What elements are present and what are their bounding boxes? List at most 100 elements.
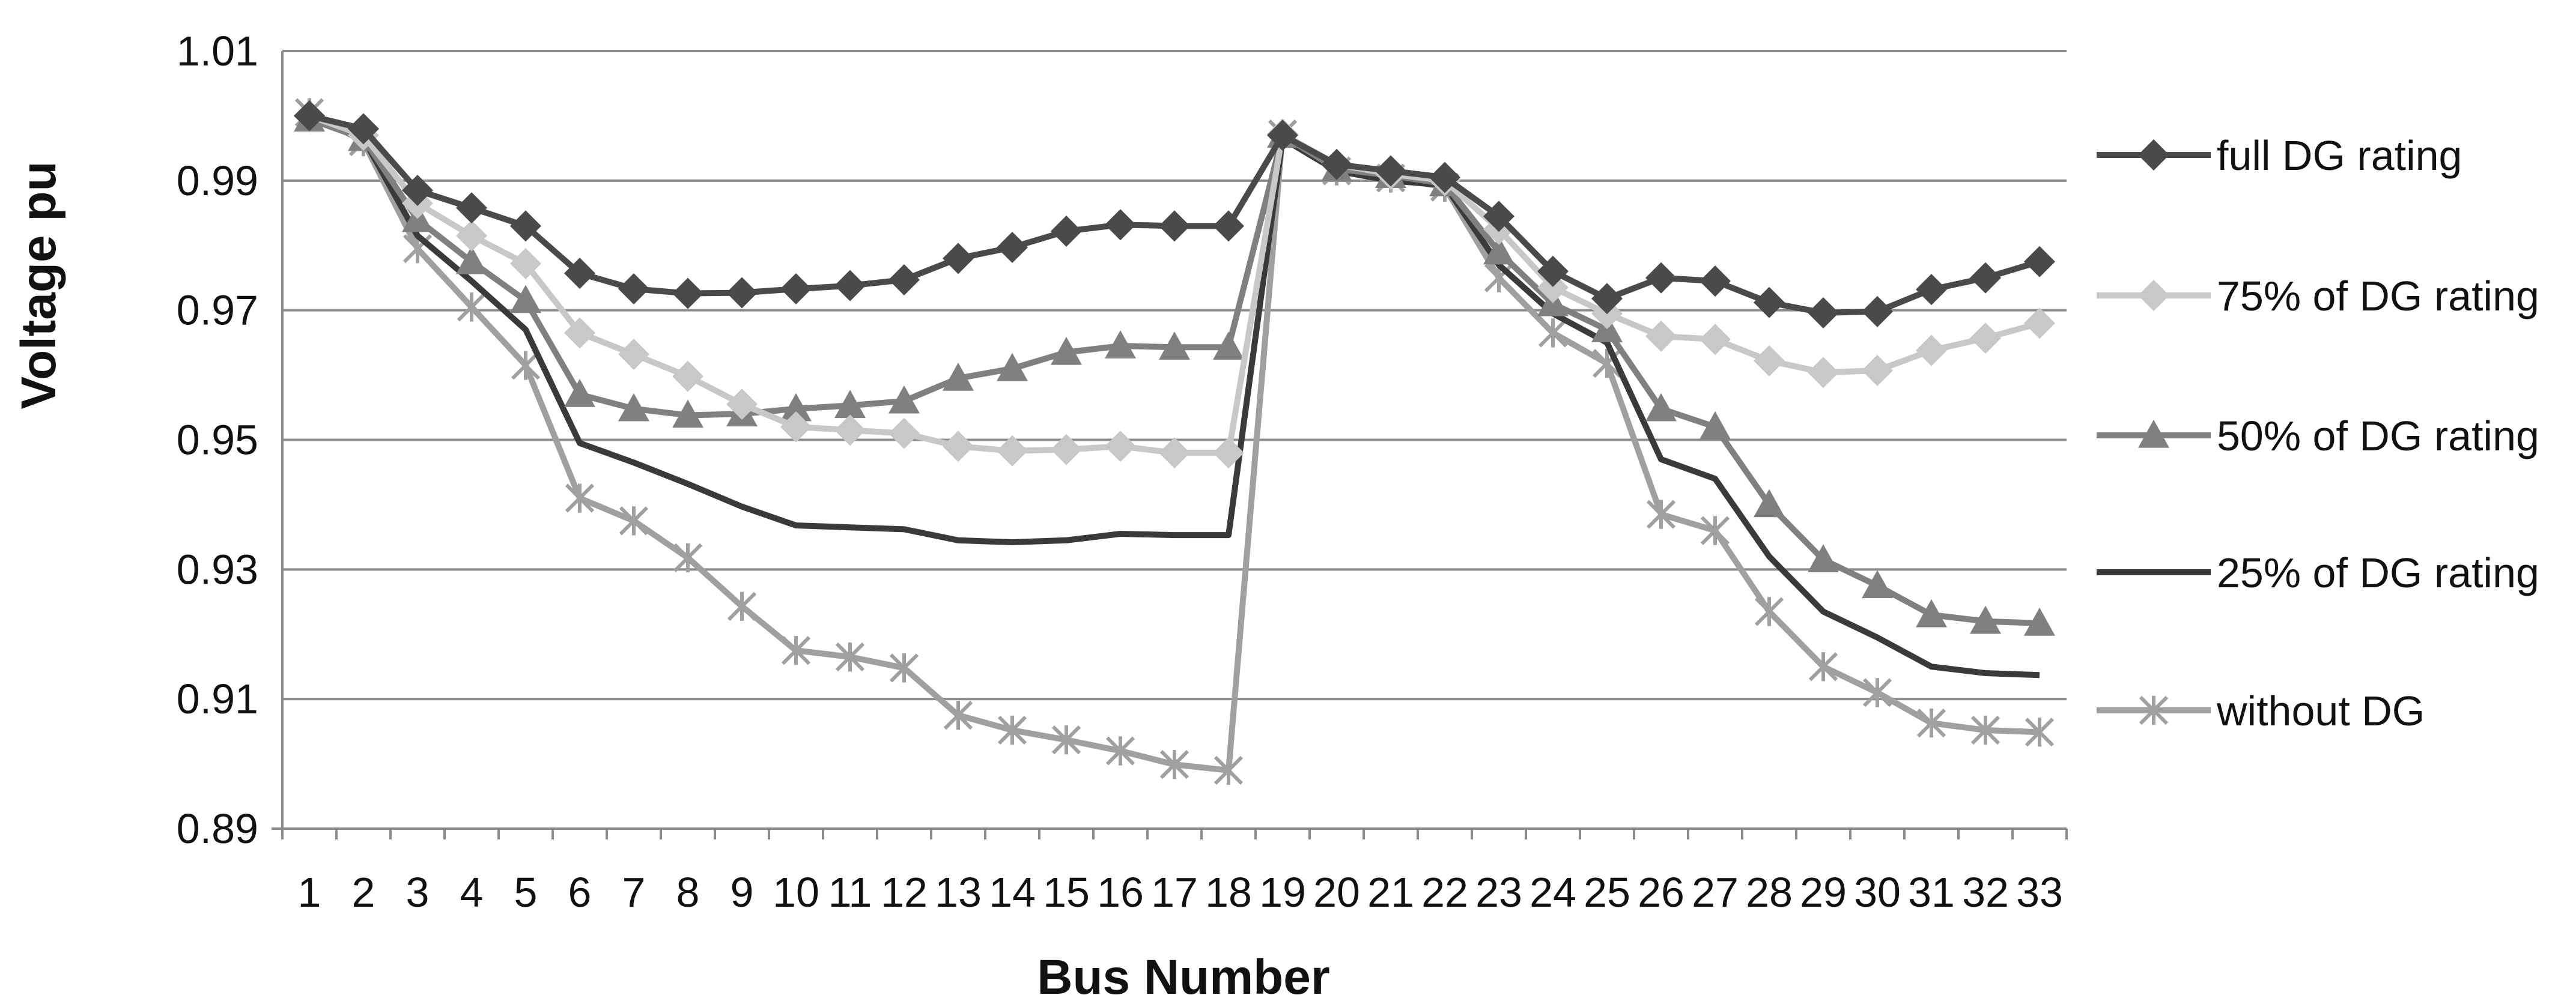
- data-point: [889, 385, 920, 414]
- data-point: [1591, 283, 1623, 315]
- x-tick-label: 18: [1205, 869, 1252, 916]
- data-point: [1700, 265, 1731, 297]
- data-point: [1645, 262, 1677, 294]
- data-point: [565, 483, 595, 513]
- data-point: [1700, 516, 1730, 545]
- data-point: [672, 277, 703, 309]
- data-point: [618, 393, 649, 422]
- data-point: [1808, 652, 1838, 682]
- data-point: [1645, 320, 1677, 352]
- y-tick-label: 0.95: [177, 417, 258, 464]
- data-point: [727, 591, 757, 621]
- legend: full DG rating 75% of DG rating 50% of DG …: [2097, 132, 2539, 734]
- data-point: [1646, 500, 1676, 529]
- data-point: [672, 399, 703, 428]
- x-tick-label: 26: [1638, 869, 1684, 916]
- data-point: [1213, 210, 1244, 242]
- y-tick-label: 0.93: [177, 546, 258, 593]
- legend-item: 25% of DG rating: [2097, 549, 2539, 596]
- x-tick-label: 25: [1584, 869, 1630, 916]
- legend-marker: [2139, 695, 2169, 725]
- x-tick-label: 21: [1367, 869, 1414, 916]
- x-tick-label: 9: [731, 869, 754, 916]
- data-point: [618, 273, 649, 305]
- data-point: [1862, 355, 1893, 387]
- y-tick-label: 0.99: [177, 157, 258, 204]
- data-point: [1700, 324, 1731, 355]
- x-tick-label: 1: [298, 869, 321, 916]
- x-tick-label: 3: [406, 869, 430, 916]
- data-point: [619, 506, 649, 536]
- data-point: [456, 246, 487, 274]
- data-point: [2024, 246, 2055, 277]
- data-point: [2025, 718, 2055, 747]
- data-point: [1321, 148, 1352, 180]
- data-point: [726, 389, 758, 420]
- x-tick-label: 31: [1908, 869, 1955, 916]
- data-point: [510, 285, 541, 313]
- data-point: [2024, 607, 2055, 636]
- data-point: [1916, 334, 1947, 366]
- data-point: [780, 273, 812, 305]
- x-tick-label: 23: [1475, 869, 1522, 916]
- data-point: [1105, 209, 1136, 241]
- series-3: [308, 116, 2040, 679]
- data-point: [1916, 274, 1947, 306]
- data-point: [943, 431, 974, 462]
- plot-area: [294, 98, 2055, 785]
- data-point: [1214, 755, 1244, 785]
- data-point: [1213, 331, 1244, 360]
- y-tick-label: 0.89: [177, 805, 258, 852]
- x-tick-label: 19: [1259, 869, 1306, 916]
- x-tick-label: 5: [514, 869, 538, 916]
- series-1: [294, 100, 2055, 469]
- data-point: [997, 231, 1028, 263]
- legend-marker: [2138, 139, 2169, 171]
- y-tick-label: 1.01: [177, 28, 258, 74]
- x-tick-label: 4: [460, 869, 484, 916]
- series-0: [294, 100, 2055, 328]
- x-tick-label: 13: [935, 869, 982, 916]
- data-point: [1537, 255, 1569, 287]
- data-point: [997, 435, 1028, 467]
- data-point: [834, 390, 866, 419]
- data-point: [1105, 330, 1136, 358]
- data-point: [1754, 489, 1785, 518]
- data-point: [1375, 155, 1406, 187]
- data-point: [510, 247, 541, 279]
- data-point: [1862, 678, 1892, 707]
- y-axis-title: Voltage pu: [11, 161, 66, 409]
- data-point: [1808, 544, 1839, 572]
- data-point: [889, 653, 919, 683]
- data-point: [294, 100, 325, 132]
- data-point: [1051, 216, 1082, 247]
- data-point: [1483, 201, 1514, 232]
- x-tick-label: 12: [881, 869, 928, 916]
- x-tick-label: 10: [773, 869, 819, 916]
- data-point: [673, 543, 703, 573]
- data-point: [618, 339, 649, 370]
- data-point: [1483, 236, 1514, 265]
- data-point: [564, 258, 595, 289]
- y-tick-labels: 0.89 0.91 0.93 0.95 0.97 0.99 1.01: [177, 28, 258, 852]
- x-tick-label: 14: [989, 869, 1036, 916]
- data-point: [1429, 162, 1460, 193]
- x-tick-label: 17: [1151, 869, 1198, 916]
- data-point: [1159, 749, 1189, 779]
- x-tick-label: 6: [568, 869, 592, 916]
- x-tick-label: 8: [676, 869, 700, 916]
- data-point: [564, 317, 595, 349]
- legend-item: without DG: [2097, 688, 2425, 734]
- data-point: [1808, 357, 1839, 389]
- data-point: [1105, 736, 1135, 766]
- data-point: [726, 277, 758, 309]
- data-point: [834, 414, 866, 446]
- data-point: [943, 700, 973, 730]
- data-point: [943, 362, 974, 391]
- legend-item: 75% of DG rating: [2097, 273, 2539, 319]
- data-point: [1862, 295, 1893, 327]
- x-tick-label: 16: [1097, 869, 1144, 916]
- data-point: [834, 270, 866, 301]
- x-axis-title: Bus Number: [1037, 950, 1330, 1005]
- data-point: [781, 636, 811, 665]
